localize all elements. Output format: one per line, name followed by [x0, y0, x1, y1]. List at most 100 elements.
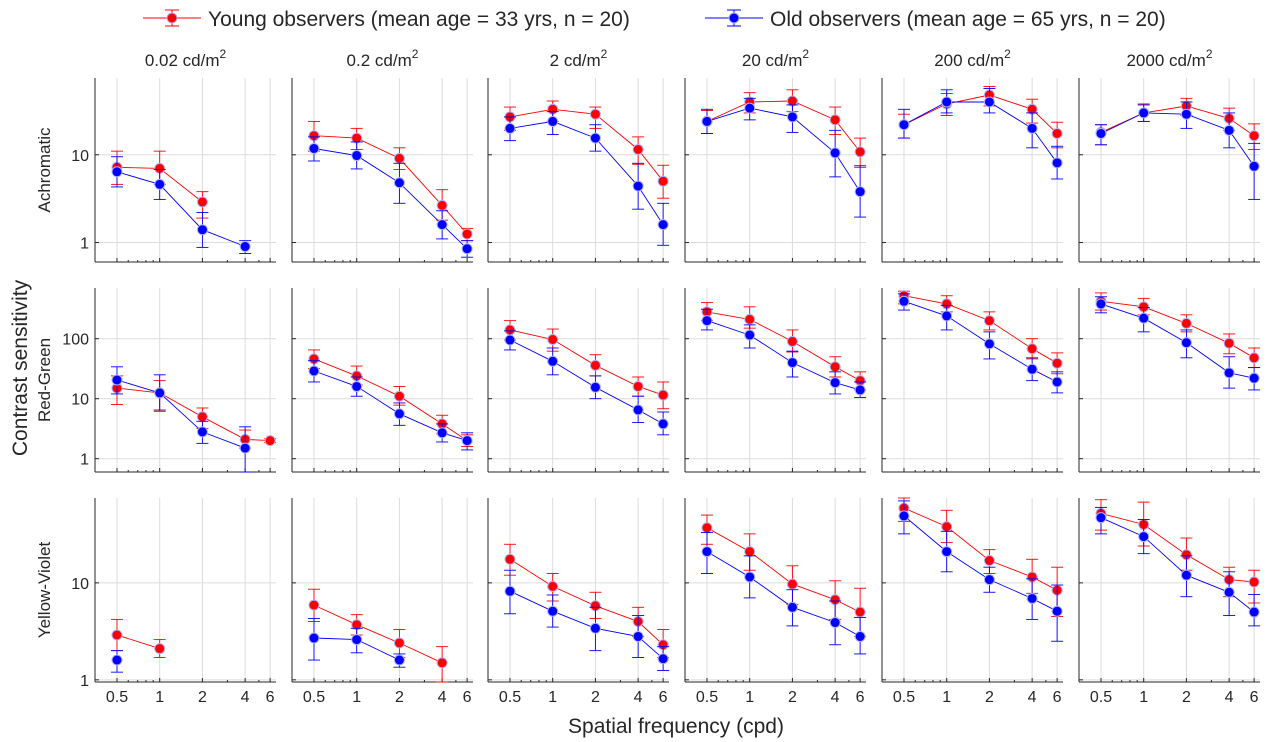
panel-r1-c0: 1 10 100 Red-Green	[35, 288, 276, 473]
data-point-young	[701, 522, 713, 534]
panel-data-r0-c5	[1094, 97, 1261, 200]
data-point-old	[1095, 512, 1107, 524]
data-point-old	[1248, 606, 1260, 618]
data-point-old	[1180, 108, 1192, 120]
y-tick-label: 100	[62, 332, 89, 349]
data-point-old	[632, 630, 644, 642]
data-point-old	[854, 186, 866, 198]
data-point-old	[436, 427, 448, 439]
data-point-old	[657, 418, 669, 430]
y-tick-label: 1	[80, 673, 89, 690]
data-point-old	[1180, 337, 1192, 349]
x-tick-label: 4	[634, 689, 643, 706]
series-young	[110, 375, 277, 449]
panel-r0-c1: 0.2 cd/m2	[291, 47, 473, 263]
data-point-old	[854, 384, 866, 396]
y-tick-label: 10	[71, 576, 89, 593]
data-point-old	[829, 147, 841, 159]
series-old	[700, 97, 867, 218]
x-tick-label: 6	[1053, 689, 1062, 706]
data-point-young	[786, 335, 798, 347]
x-tick-label: 0.5	[893, 689, 915, 706]
series-young	[897, 290, 1064, 375]
x-tick-label: 0.5	[499, 689, 521, 706]
data-point-young	[589, 359, 601, 371]
panel-r1-c2	[487, 288, 669, 473]
data-point-young	[657, 389, 669, 401]
data-point-old	[983, 338, 995, 350]
data-point-old	[504, 334, 516, 346]
data-point-old	[941, 96, 953, 108]
data-point-young	[1180, 317, 1192, 329]
panel-data-r2-c1	[307, 588, 449, 683]
data-point-old	[898, 295, 910, 307]
column-title-exponent: 2	[601, 47, 608, 61]
series-young	[897, 497, 1064, 617]
data-point-young	[461, 228, 473, 240]
panel-data-r1-c2	[503, 320, 670, 436]
data-point-old	[111, 166, 123, 178]
data-point-old	[786, 601, 798, 613]
series-line-young	[313, 135, 468, 235]
data-point-young	[1051, 127, 1063, 139]
column-title-exponent: 2	[219, 47, 226, 61]
panel-r0-c0: 1 10 0.02 cd/m2 Achromatic	[35, 47, 276, 263]
data-point-old	[829, 617, 841, 629]
data-point-young	[589, 108, 601, 120]
series-line-young	[116, 387, 271, 442]
data-point-young	[547, 580, 559, 592]
series-line-old	[1100, 517, 1255, 613]
data-point-young	[786, 578, 798, 590]
legend-entry-young: Young observers (mean age = 33 yrs, n = …	[143, 8, 630, 31]
data-point-old	[1248, 160, 1260, 172]
data-point-old	[589, 622, 601, 634]
x-tick-label: 0.5	[1090, 689, 1112, 706]
series-line-old	[116, 379, 246, 449]
data-point-young	[632, 143, 644, 155]
data-point-young	[436, 199, 448, 211]
data-point-young	[657, 175, 669, 187]
x-tick-label: 6	[659, 689, 668, 706]
panel-r2-c1: 0.5 1 2 4 6	[291, 498, 473, 706]
panel-r1-c1	[291, 288, 473, 473]
x-tick-label: 0.5	[303, 689, 325, 706]
panel-r1-c4	[881, 288, 1063, 473]
series-young	[897, 86, 1064, 149]
panel-data-r0-c2	[503, 100, 670, 246]
data-point-young	[436, 657, 448, 669]
data-point-old	[983, 574, 995, 586]
x-tick-label: 0.5	[696, 689, 718, 706]
panel-data-r0-c1	[307, 120, 474, 258]
series-old	[503, 569, 670, 671]
figure-xlabel: Spatial frequency (cpd)	[568, 715, 784, 738]
data-point-old	[701, 546, 713, 558]
data-point-old	[657, 219, 669, 231]
data-point-old	[854, 630, 866, 642]
panel-data-r1-c4	[897, 290, 1064, 394]
data-point-old	[657, 653, 669, 665]
data-point-old	[1051, 157, 1063, 169]
data-point-old	[111, 654, 123, 666]
x-tick-label: 4	[1028, 689, 1037, 706]
x-tick-label: 0.5	[106, 689, 128, 706]
data-point-old	[786, 111, 798, 123]
x-tick-label: 2	[395, 689, 404, 706]
panel-data-r0-c0	[110, 150, 252, 254]
series-young	[1094, 97, 1261, 150]
data-point-young	[393, 152, 405, 164]
column-title: 200 cd/m2	[934, 47, 1011, 70]
series-old	[307, 136, 474, 258]
series-old	[700, 308, 867, 398]
data-point-young	[308, 599, 320, 611]
data-point-old	[351, 150, 363, 162]
panel-r2-c0: 1 10 0.5 1 2 4 6 Yellow-Violet	[35, 498, 276, 706]
x-tick-label: 2	[198, 689, 207, 706]
series-old	[700, 532, 867, 655]
data-point-young	[941, 521, 953, 533]
data-point-young	[829, 114, 841, 126]
data-point-old	[1223, 586, 1235, 598]
data-point-old	[1095, 298, 1107, 310]
x-tick-label: 1	[548, 689, 557, 706]
data-point-young	[1051, 357, 1063, 369]
data-point-old	[786, 357, 798, 369]
